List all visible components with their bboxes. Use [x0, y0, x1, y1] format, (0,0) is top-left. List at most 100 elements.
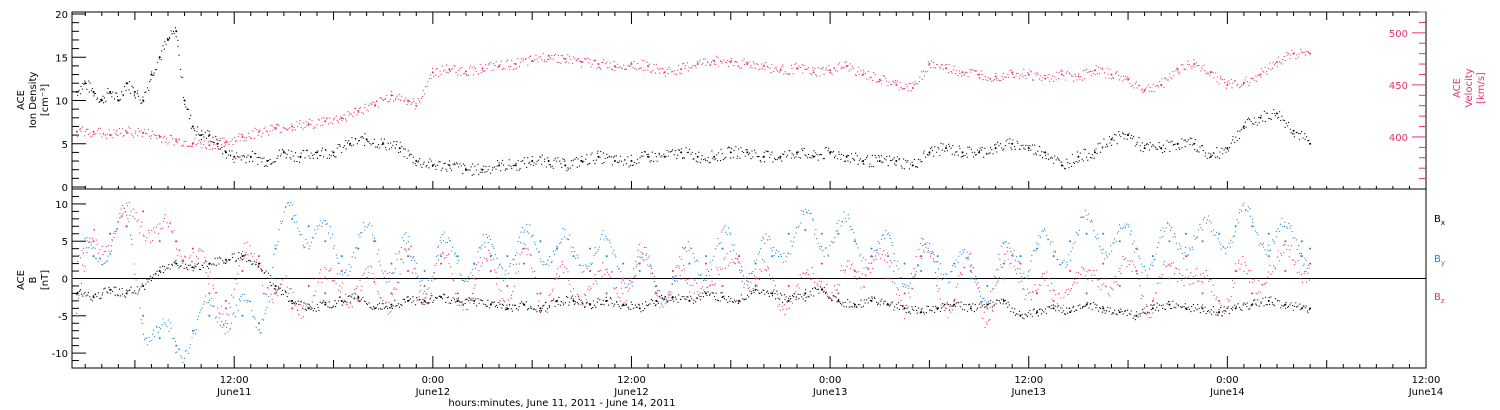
density-point [306, 149, 309, 152]
bz-point [426, 293, 428, 295]
by-point [791, 245, 793, 247]
bz-point [93, 229, 95, 231]
by-point [407, 241, 409, 243]
velocity-point [285, 128, 288, 130]
density-point [1300, 131, 1303, 133]
by-point [965, 258, 967, 260]
velocity-point [1032, 79, 1034, 81]
density-point [516, 169, 518, 171]
density-point [846, 154, 848, 156]
density-point [261, 158, 263, 160]
bz-point [319, 272, 321, 274]
by-point [319, 219, 321, 222]
density-point [123, 85, 126, 88]
by-point [122, 204, 124, 207]
bx-point [79, 289, 82, 291]
density-point [496, 160, 499, 162]
velocity-point [842, 67, 844, 69]
by-point [1278, 230, 1280, 232]
by-point [825, 247, 827, 249]
by-point [762, 236, 764, 238]
density-point [1237, 130, 1239, 132]
velocity-point [1027, 72, 1029, 74]
by-point [1165, 227, 1167, 229]
velocity-point [957, 75, 959, 77]
by-point [1156, 246, 1159, 249]
velocity-point [117, 134, 119, 137]
density-point [337, 143, 339, 146]
by-point [586, 265, 588, 268]
velocity-point [764, 69, 766, 71]
velocity-point [1259, 73, 1262, 76]
by-point [600, 238, 602, 240]
bz-point [551, 290, 554, 292]
velocity-point [438, 75, 440, 77]
by-point [795, 227, 798, 229]
velocity-point [1109, 68, 1111, 70]
velocity-point [833, 67, 835, 69]
by-point [1205, 222, 1208, 224]
density-point [351, 145, 353, 147]
by-point [1151, 255, 1154, 258]
velocity-point [955, 69, 957, 72]
bz-point [413, 268, 415, 270]
by-point [680, 258, 683, 260]
velocity-point [741, 67, 743, 69]
velocity-point [1246, 80, 1249, 83]
density-tick-label: 15 [55, 53, 68, 64]
by-point [224, 333, 226, 335]
velocity-point [1018, 77, 1020, 79]
by-point [1292, 237, 1294, 239]
density-point [733, 149, 735, 152]
by-point [507, 277, 509, 279]
bz-point [876, 252, 878, 254]
density-point [271, 163, 273, 165]
by-point [225, 326, 228, 329]
bz-point [785, 308, 788, 310]
density-point [561, 166, 563, 169]
by-point [917, 264, 919, 266]
density-point [438, 161, 440, 163]
by-point [645, 254, 647, 257]
density-point [195, 134, 197, 136]
density-point [716, 154, 718, 156]
velocity-point [424, 93, 426, 95]
by-point [562, 227, 564, 230]
velocity-point [346, 120, 348, 122]
density-point [339, 145, 341, 147]
density-point [250, 156, 252, 159]
bz-point [630, 277, 633, 279]
density-point [1134, 145, 1136, 147]
bz-point [1117, 283, 1119, 286]
density-point [501, 159, 504, 161]
velocity-point [410, 103, 412, 105]
density-point [399, 151, 402, 153]
density-point [143, 100, 145, 102]
density-point [962, 155, 964, 157]
density-point [1136, 143, 1138, 145]
velocity-point [322, 124, 324, 126]
density-point [243, 155, 245, 157]
density-point [695, 160, 697, 162]
by-point [1097, 237, 1100, 239]
bz-point [837, 284, 839, 286]
by-point [751, 273, 753, 275]
density-point [380, 138, 382, 140]
by-point [1162, 236, 1164, 238]
by-point [1130, 230, 1132, 232]
by-point [296, 221, 298, 223]
density-point [522, 160, 524, 162]
density-point [1236, 139, 1238, 142]
by-point [760, 248, 762, 250]
density-point [828, 147, 830, 149]
by-point [1063, 259, 1065, 261]
by-point [131, 244, 133, 246]
bz-point [864, 274, 866, 276]
density-point [619, 155, 622, 157]
bz-point [191, 247, 194, 250]
density-point [736, 155, 739, 157]
density-point [941, 149, 943, 151]
by-point [389, 271, 391, 273]
velocity-point [287, 129, 289, 131]
